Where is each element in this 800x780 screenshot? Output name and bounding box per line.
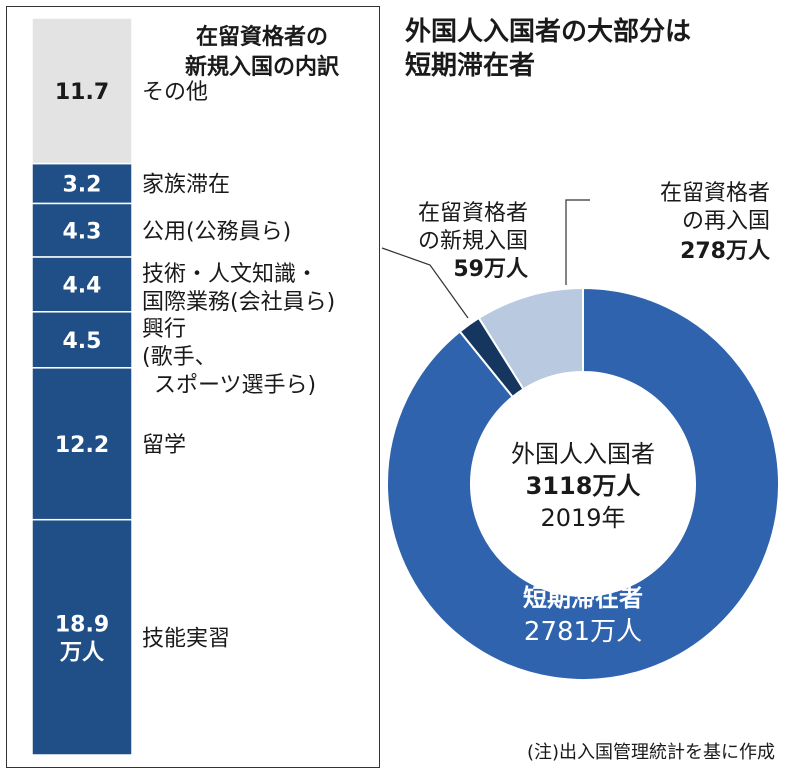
stack-label-0-0: その他 [142,80,208,105]
stacked-bar: 11.7 その他 3.2 家族滞在 4.3 公用(公務員ら) 4.4 技術・人文知識・国際業務… [31,17,335,756]
donut-slice-0 [386,286,780,681]
callout-new-line1: 在留資格者 [418,201,528,226]
stack-segment-5 [31,367,133,521]
callout-new-value: 59万人 [453,257,528,282]
callout-re-leader [565,199,590,285]
stack-segment-6 [31,518,133,756]
stack-label-5-0: 留学 [142,433,186,458]
stack-value-4: 4.5 [63,329,102,354]
stack-segment-3 [31,256,133,313]
callout-re-line1: 在留資格者 [660,181,770,206]
stack-label-2-0: 公用(公務員ら) [142,219,291,244]
stack-value-5: 12.2 [55,433,109,458]
stack-value-1: 3.2 [63,173,102,198]
callout-new-line2: の新規入国 [418,229,528,254]
slice-short-stay-value: 2781万人 [524,617,642,647]
donut-title-line2: 短期滞在者 [405,51,535,81]
donut-slice-2 [477,286,584,391]
donut-center-total: 3118万人 [526,472,641,500]
stack-label-4-1: (歌手、 [142,345,217,370]
stack-label-4-2: スポーツ選手ら) [154,373,316,398]
stack-value-2: 4.3 [63,219,102,244]
donut-chart [386,286,780,681]
stack-value-3: 4.4 [63,273,102,298]
breakdown-title-line2: 新規入国の内訳 [185,54,340,80]
stack-label-4-0: 興行 [142,317,186,342]
donut-center-label: 外国人入国者 [511,440,655,468]
stack-label-3-0: 技術・人文知識・ [142,262,318,287]
slice-short-stay-label: 短期滞在者 [523,584,643,612]
breakdown-title-line1: 在留資格者の [196,24,328,50]
stack-label-3-1: 国際業務(会社員ら) [142,290,335,315]
stack-value-6: 18.9 [55,612,109,637]
stack-segment-2 [31,202,133,258]
stack-unit-6: 万人 [59,640,104,665]
callout-re-line2: の再入国 [682,209,770,234]
stack-label-1-0: 家族滞在 [142,173,230,198]
stack-value-0: 11.7 [55,80,109,105]
callout-re-value: 278万人 [680,239,770,264]
source-note: (注)出入国管理統計を基に作成 [527,742,775,763]
breakdown-panel [6,6,380,768]
donut-center-year: 2019年 [540,504,625,532]
donut-title-line1: 外国人入国者の大部分は [405,17,691,47]
callout-new-leader [381,247,469,319]
stack-label-6-0: 技能実習 [142,626,230,651]
